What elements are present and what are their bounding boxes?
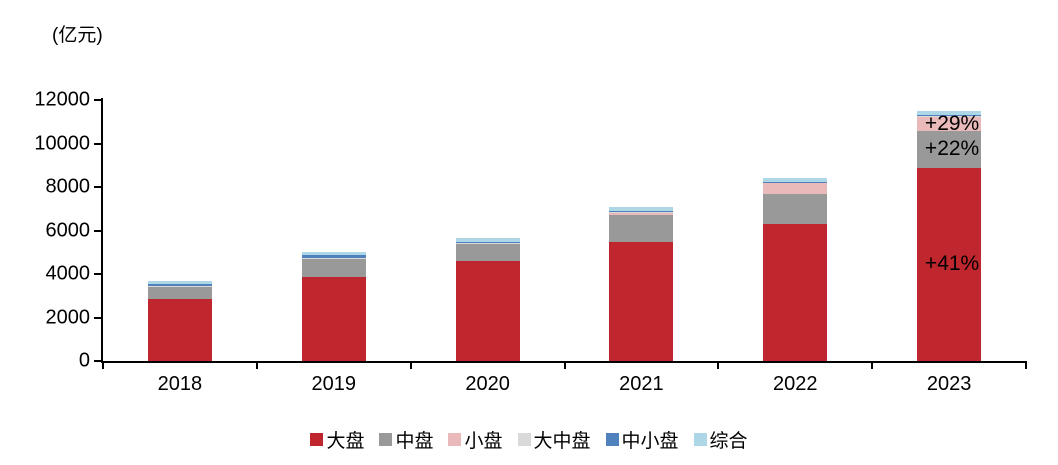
x-axis-category-label: 2022 [773,373,818,395]
bar-segment-小盘 [609,212,674,216]
y-axis-tick-label: 0 [78,349,90,372]
y-axis-tick-label: 8000 [45,175,91,198]
bar-segment-大盘 [147,299,212,361]
x-axis-category-label: 2019 [311,373,357,395]
legend-item-综合: 综合 [693,426,748,453]
y-axis-tick [94,142,101,145]
x-axis-tick [102,361,104,369]
y-axis-tick [94,316,101,319]
legend-item-中小盘: 中小盘 [605,426,679,453]
bar-segment-大中盘 [917,115,982,117]
growth-annotation: +22% [924,137,980,161]
y-axis-tick [94,360,101,362]
bar-segment-综合 [917,110,982,116]
x-axis-tick [409,361,412,369]
legend-label: 小盘 [464,431,503,452]
bar-segment-综合 [147,280,212,285]
legend-label: 中小盘 [621,431,679,452]
bar-segment-大盘 [455,261,520,361]
x-axis-category-label: 2021 [619,373,664,395]
bar-segment-大盘 [301,277,366,361]
bar-segment-小盘 [917,116,982,131]
bar-segment-综合 [455,238,520,243]
bar-segment-小盘 [455,243,520,245]
x-axis-category-label: 2023 [926,373,972,395]
legend: 大盘 中盘 小盘 大中盘 中小盘 综合 [0,426,1058,453]
x-axis-category-label: 2020 [465,373,510,395]
bar-segment-中小盘 [147,284,212,287]
y-axis-line [101,98,103,363]
bar-segment-中盘 [147,286,212,299]
legend-label: 大中盘 [533,431,591,452]
y-axis-tick [94,99,101,101]
x-axis-tick [717,361,720,369]
y-axis-tick-label: 10000 [34,132,90,154]
x-axis-tick [871,361,874,369]
legend-swatch-icon [310,433,324,446]
y-axis-unit-label: (亿元) [52,25,103,46]
legend-item-大盘: 大盘 [310,426,364,453]
legend-item-大中盘: 大中盘 [517,426,591,453]
legend-label: 中盘 [395,431,434,452]
x-axis-category-label: 2018 [157,373,203,395]
bar-segment-小盘 [763,182,828,194]
legend-swatch-icon [605,433,619,446]
bar-segment-大盘 [609,242,674,361]
legend-label: 大盘 [326,431,365,452]
growth-annotation: +29% [924,111,980,135]
legend-item-小盘: 小盘 [448,426,503,453]
y-axis-tick [94,229,101,232]
bar-segment-中小盘 [917,115,982,116]
bar-segment-大盘 [763,223,828,361]
legend-swatch-icon [379,433,393,446]
bar-segment-中小盘 [301,255,366,258]
legend-item-中盘: 中盘 [379,426,433,453]
bar-segment-大盘 [917,167,982,361]
legend-swatch-icon [693,433,707,446]
bar-segment-中盘 [609,215,674,243]
y-axis-tick [94,273,101,275]
bar-segment-中小盘 [455,242,520,244]
bar-segment-综合 [609,207,674,212]
bar-segment-中盘 [455,244,520,262]
bar-segment-综合 [301,252,366,256]
growth-annotation: +41% [924,252,980,276]
x-axis-tick [563,361,566,369]
legend-swatch-icon [517,433,531,446]
x-axis-tick [255,361,258,369]
y-axis-tick-label: 6000 [45,219,91,241]
bar-segment-中盘 [917,130,982,168]
y-axis-tick-label: 12000 [34,88,90,111]
bar-segment-中盘 [301,257,366,278]
legend-swatch-icon [448,433,462,446]
y-axis-tick-label: 4000 [45,262,91,285]
y-axis-tick-label: 2000 [45,306,91,328]
bar-segment-综合 [763,177,828,182]
y-axis-tick [94,186,101,188]
x-axis-tick [1025,361,1027,369]
bar-segment-中盘 [763,193,828,224]
legend-label: 综合 [709,431,748,452]
